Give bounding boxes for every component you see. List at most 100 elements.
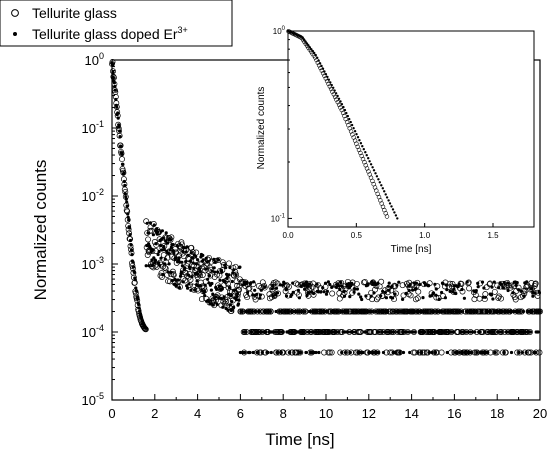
inset-point-tellurite [320, 70, 326, 76]
main-point-tellurite [528, 280, 535, 286]
main-point-tellurite [162, 265, 169, 272]
main-point-tellurite [321, 349, 328, 356]
inset-point-doped [394, 214, 398, 217]
main-point-doped [343, 350, 348, 355]
main-point-doped [525, 280, 529, 284]
inset-point-doped [342, 105, 345, 109]
main-point-doped [157, 261, 161, 265]
main-point-doped [158, 263, 162, 267]
main-point-doped [337, 284, 341, 288]
main-point-doped [491, 297, 495, 301]
main-point-doped [425, 309, 429, 314]
main-point-doped [314, 350, 318, 355]
main-point-doped [430, 350, 434, 355]
main-point-doped [429, 309, 433, 314]
main-point-doped [433, 282, 437, 286]
main-point-doped [393, 292, 397, 296]
inset-point-doped [367, 157, 370, 160]
main-point-doped [492, 280, 496, 284]
main-point-doped [480, 280, 485, 284]
legend-label-doped-superscript: 3+ [178, 25, 188, 35]
inset-point-doped [391, 208, 395, 211]
main-point-doped [432, 330, 436, 334]
main-point-doped [319, 290, 323, 294]
main-point-tellurite [495, 294, 502, 301]
main-point-doped [291, 290, 295, 294]
main-point-doped [162, 248, 166, 252]
main-point-doped [281, 330, 285, 334]
main-point-doped [278, 283, 282, 287]
inset-point-doped [355, 133, 358, 136]
main-point-doped [478, 330, 482, 334]
main-point-doped [126, 215, 130, 219]
main-x-tick-label: 18 [490, 406, 504, 421]
inset-point-doped [365, 154, 368, 157]
inset-point-doped [318, 62, 322, 65]
main-point-doped [515, 281, 519, 285]
main-point-doped [113, 88, 117, 92]
main-point-doped [240, 309, 244, 314]
main-point-tellurite [195, 287, 202, 294]
main-point-doped [298, 309, 302, 314]
main-point-tellurite [164, 254, 171, 261]
main-point-tellurite [197, 260, 204, 267]
main-point-tellurite [508, 282, 515, 289]
main-point-doped [164, 231, 168, 235]
main-point-doped [372, 291, 376, 295]
main-point-doped [369, 350, 373, 355]
main-point-doped [447, 330, 451, 334]
inset-point-doped [381, 187, 384, 190]
main-point-doped [480, 309, 484, 314]
main-point-doped [302, 330, 306, 334]
main-point-doped [179, 270, 183, 274]
main-point-doped [154, 242, 158, 246]
main-point-tellurite [353, 280, 360, 287]
main-point-doped [322, 290, 326, 294]
main-point-doped [174, 256, 178, 260]
main-point-doped [342, 330, 346, 334]
main-point-doped [153, 258, 157, 262]
main-point-tellurite [144, 252, 151, 258]
main-point-doped [362, 330, 367, 334]
main-point-doped [172, 251, 176, 255]
inset-point-doped [329, 81, 332, 84]
main-point-tellurite [133, 295, 140, 302]
main-point-doped [194, 262, 198, 266]
main-point-doped [457, 282, 461, 286]
main-point-doped [203, 283, 207, 287]
inset-point-doped [327, 78, 330, 81]
main-point-doped [380, 330, 384, 334]
main-point-doped [475, 309, 479, 314]
main-point-doped [157, 249, 161, 254]
main-point-doped [129, 248, 134, 252]
main-point-doped [516, 330, 520, 334]
main-point-doped [258, 296, 262, 300]
main-point-doped [414, 287, 418, 291]
main-point-doped [117, 125, 121, 129]
legend: Tellurite glass Tellurite glass doped Er… [0, 0, 233, 47]
main-point-tellurite [172, 246, 179, 253]
main-point-doped [227, 273, 231, 277]
main-point-doped [444, 283, 448, 287]
main-point-tellurite [532, 280, 539, 287]
main-point-doped [146, 231, 150, 235]
inset-point-tellurite [327, 84, 332, 89]
main-point-doped [342, 294, 347, 298]
main-point-doped [476, 285, 480, 289]
inset-point-doped [324, 73, 328, 76]
inset-point-doped [361, 145, 364, 148]
main-point-doped [208, 302, 212, 306]
inset-point-doped [310, 48, 313, 51]
main-point-doped [524, 350, 528, 355]
main-point-doped [226, 292, 231, 296]
main-point-doped [337, 330, 341, 334]
main-point-tellurite [486, 281, 493, 288]
inset-point-doped [307, 44, 310, 47]
main-point-tellurite [178, 239, 185, 246]
main-point-doped [431, 291, 436, 295]
main-point-doped [163, 257, 167, 261]
main-point-tellurite [158, 270, 165, 277]
inset-point-doped [339, 100, 342, 103]
main-point-doped [434, 293, 438, 297]
main-point-doped [296, 288, 300, 292]
